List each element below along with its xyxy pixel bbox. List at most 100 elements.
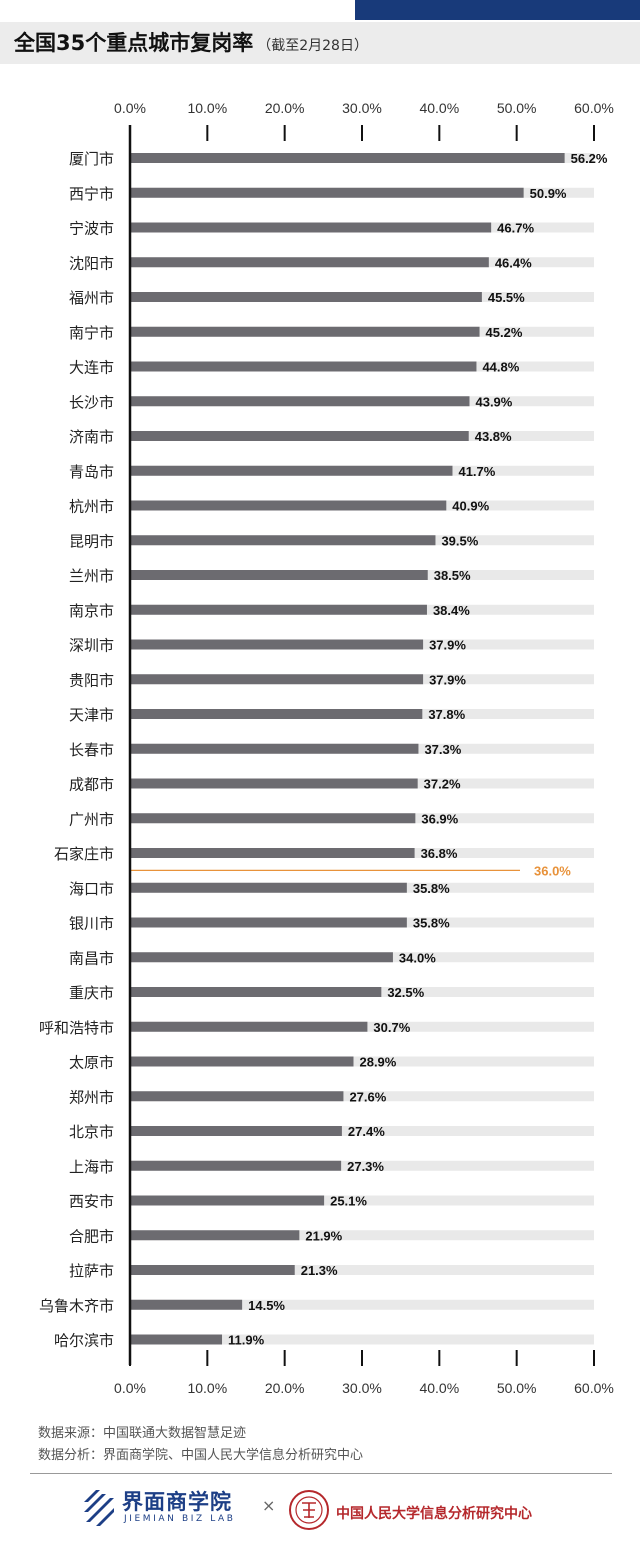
category-label: 重庆市 <box>69 984 114 1002</box>
bar <box>130 1126 342 1136</box>
bar-track <box>130 1230 594 1241</box>
category-label: 石家庄市 <box>54 845 114 863</box>
x-tick-label-top: 10.0% <box>187 100 227 116</box>
category-label: 乌鲁木齐市 <box>39 1297 114 1315</box>
bar <box>130 187 524 198</box>
category-label: 济南市 <box>69 428 114 446</box>
category-label: 昆明市 <box>69 532 114 550</box>
bar <box>130 709 423 719</box>
renmin-center-name: 中国人民大学信息分析研究中心 <box>336 1506 532 1522</box>
bar <box>130 570 428 580</box>
category-label: 南京市 <box>69 602 114 620</box>
category-label: 上海市 <box>69 1158 114 1176</box>
category-label: 西安市 <box>69 1193 114 1211</box>
data-label: 32.5% <box>387 985 424 1000</box>
bar <box>130 1091 344 1102</box>
data-label: 34.0% <box>399 950 436 965</box>
bar-track <box>130 1265 594 1275</box>
chart-subtitle: （截至2月28日） <box>257 38 368 54</box>
bar <box>130 500 447 511</box>
data-label: 46.4% <box>495 255 532 270</box>
bar <box>130 813 416 824</box>
bar <box>130 396 470 407</box>
x-tick-label-top: 60.0% <box>574 100 614 116</box>
bar-track <box>130 1299 594 1310</box>
category-label: 北京市 <box>69 1123 114 1141</box>
bar <box>130 535 436 546</box>
data-label: 43.9% <box>475 394 512 409</box>
top-accent-bar <box>355 0 640 20</box>
category-label: 郑州市 <box>69 1088 114 1106</box>
data-label: 38.4% <box>433 603 470 618</box>
data-label: 27.4% <box>348 1124 385 1139</box>
category-label: 兰州市 <box>69 567 114 585</box>
bar-track <box>130 1091 594 1102</box>
category-label: 杭州市 <box>69 498 114 516</box>
bar <box>130 1265 295 1275</box>
renmin-university-seal-icon <box>289 1490 329 1530</box>
data-label: 44.8% <box>482 360 519 375</box>
data-source-note: 数据来源：中国联通大数据智慧足迹 <box>38 1426 247 1441</box>
data-label: 46.7% <box>497 221 534 236</box>
x-tick-label-bottom: 50.0% <box>497 1380 537 1396</box>
category-label: 太原市 <box>69 1054 114 1072</box>
data-label: 37.9% <box>429 672 466 687</box>
x-tick-label-bottom: 20.0% <box>265 1380 305 1396</box>
jiemian-logo-en: JIEMIAN BIZ LAB <box>124 1514 236 1524</box>
x-tick-label-top: 0.0% <box>114 100 146 116</box>
bar <box>130 153 565 163</box>
category-label: 福州市 <box>69 289 114 307</box>
category-label: 青岛市 <box>69 463 114 481</box>
bar <box>130 292 482 302</box>
x-tick-label-top: 50.0% <box>497 100 537 116</box>
bar <box>130 1334 223 1345</box>
category-label: 深圳市 <box>69 637 114 655</box>
category-label: 呼和浩特市 <box>39 1019 114 1037</box>
category-label: 合肥市 <box>69 1227 114 1245</box>
bar <box>130 604 427 615</box>
bar <box>130 639 424 650</box>
bar <box>130 361 477 372</box>
bar <box>130 882 407 893</box>
data-label: 21.3% <box>301 1263 338 1278</box>
data-label: 43.8% <box>475 429 512 444</box>
bar <box>130 848 415 858</box>
x-tick-label-bottom: 60.0% <box>574 1380 614 1396</box>
category-label: 西宁市 <box>69 185 114 203</box>
bar <box>130 1230 300 1241</box>
category-label: 大连市 <box>69 359 114 377</box>
data-label: 40.9% <box>452 499 489 514</box>
logo-separator: × <box>262 1496 276 1515</box>
category-label: 厦门市 <box>69 150 114 168</box>
bar <box>130 431 469 441</box>
category-label: 沈阳市 <box>69 254 114 272</box>
data-label: 27.3% <box>347 1159 384 1174</box>
bar-track <box>130 1334 594 1345</box>
category-label: 广州市 <box>69 810 114 828</box>
bar-track <box>130 1126 594 1136</box>
x-tick-label-bottom: 0.0% <box>114 1380 146 1396</box>
bar-track <box>130 1160 594 1171</box>
data-label: 35.8% <box>413 881 450 896</box>
data-label: 37.3% <box>424 742 461 757</box>
bar <box>130 952 393 963</box>
bar <box>130 1299 243 1310</box>
x-tick-label-bottom: 10.0% <box>187 1380 227 1396</box>
bar-track <box>130 1056 594 1067</box>
data-label: 11.9% <box>228 1333 265 1348</box>
x-tick-label-top: 30.0% <box>342 100 382 116</box>
bar <box>130 1195 325 1206</box>
category-label: 拉萨市 <box>69 1262 114 1280</box>
bar <box>130 465 453 476</box>
data-label: 27.6% <box>349 1089 386 1104</box>
bar <box>130 987 382 997</box>
bar-chart: 0.0% 0.0% 10.0% 10.0% 20.0% 20.0% 30.0% 30.0% 40… <box>39 100 614 1396</box>
data-label: 14.5% <box>248 1298 285 1313</box>
x-tick-label-top: 20.0% <box>265 100 305 116</box>
data-label: 56.2% <box>571 151 608 166</box>
bar <box>130 1056 354 1067</box>
bar <box>130 257 489 268</box>
bar <box>130 743 419 754</box>
data-label: 39.5% <box>441 533 478 548</box>
bar <box>130 917 407 928</box>
